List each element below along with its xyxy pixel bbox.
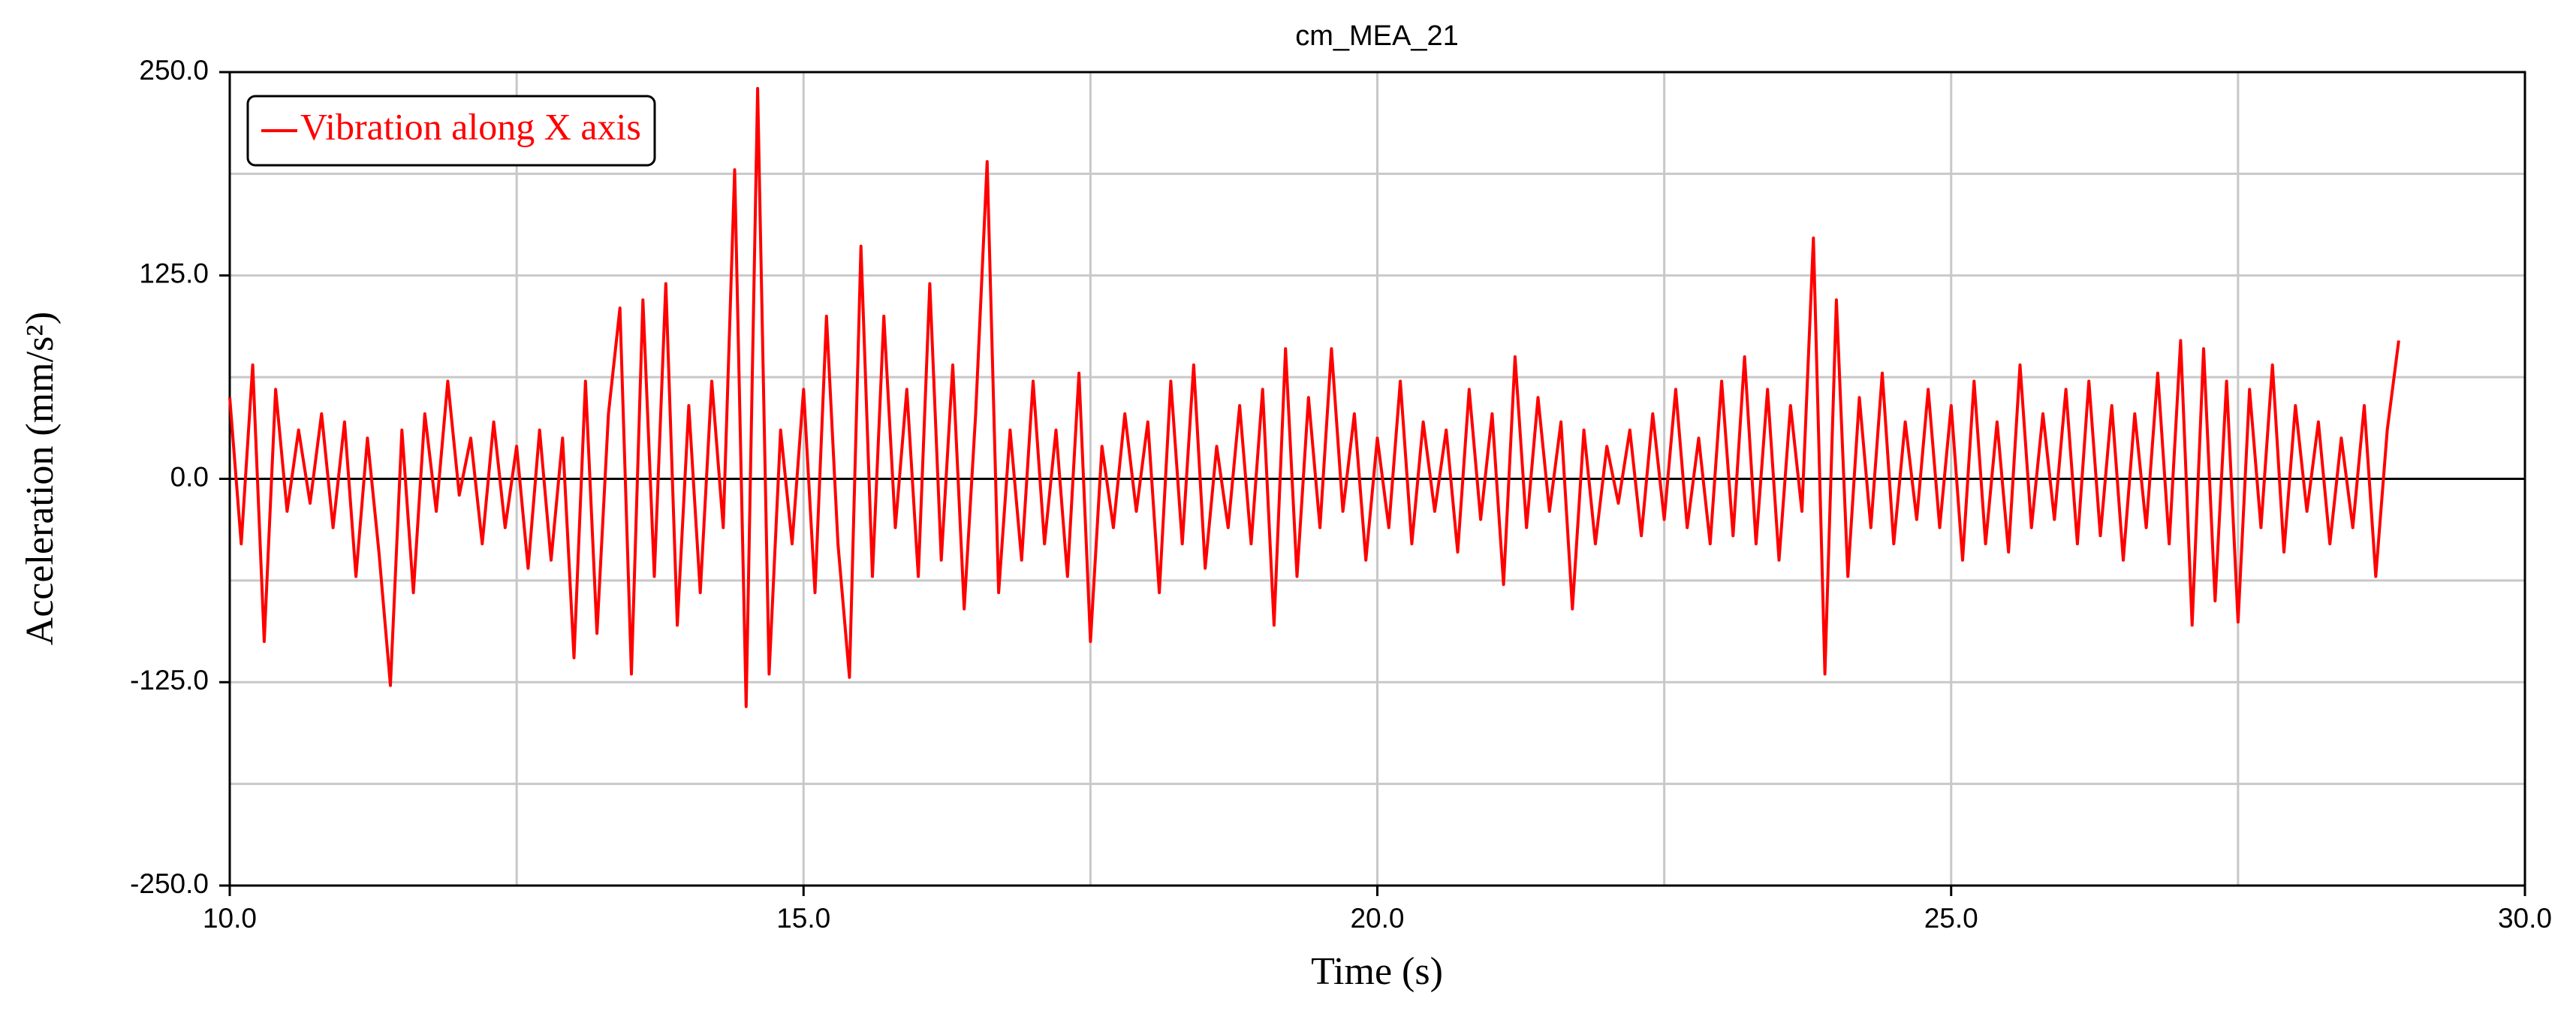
- y-tick-label: 250.0: [139, 55, 209, 86]
- y-axis-label: Acceleration (mm/s²): [19, 312, 62, 645]
- x-axis-label: Time (s): [1311, 950, 1443, 993]
- y-tick-label: -250.0: [130, 868, 209, 899]
- legend-label: Vibration along X axis: [300, 105, 641, 147]
- plot-frame: [228, 71, 2526, 887]
- x-tick-label: 10.0: [203, 903, 257, 934]
- chart-title: cm_MEA_21: [1295, 20, 1459, 52]
- x-tick-label: 30.0: [2498, 903, 2552, 934]
- y-tick-label: -125.0: [130, 665, 209, 696]
- y-tick-label: 0.0: [170, 461, 209, 492]
- series-line: [228, 86, 2400, 708]
- legend-box: [246, 95, 656, 167]
- x-tick-label: 15.0: [776, 903, 830, 934]
- x-tick-label: 20.0: [1350, 903, 1404, 934]
- y-tick-label: 125.0: [139, 258, 209, 289]
- x-tick-label: 25.0: [1924, 903, 1978, 934]
